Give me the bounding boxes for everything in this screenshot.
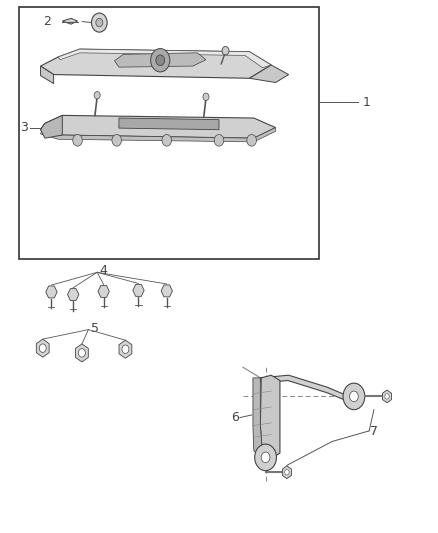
Polygon shape (41, 123, 276, 142)
Circle shape (350, 391, 358, 402)
Circle shape (156, 55, 165, 66)
Text: 3: 3 (20, 121, 28, 134)
Polygon shape (41, 49, 271, 78)
Circle shape (285, 470, 289, 475)
Circle shape (222, 46, 229, 55)
Circle shape (214, 134, 224, 146)
Polygon shape (250, 65, 289, 83)
Polygon shape (62, 18, 78, 24)
Circle shape (385, 394, 389, 399)
Polygon shape (161, 285, 173, 297)
Circle shape (122, 345, 129, 353)
Text: 6: 6 (231, 411, 239, 424)
Polygon shape (133, 285, 144, 296)
Circle shape (254, 444, 276, 471)
Text: 4: 4 (99, 264, 107, 277)
Circle shape (96, 18, 103, 27)
Polygon shape (119, 118, 219, 130)
Circle shape (39, 344, 46, 352)
Polygon shape (115, 53, 206, 67)
Circle shape (261, 452, 270, 463)
Polygon shape (253, 378, 262, 455)
Polygon shape (283, 466, 291, 479)
Polygon shape (36, 339, 49, 357)
Polygon shape (119, 340, 132, 358)
Circle shape (73, 134, 82, 146)
Circle shape (112, 134, 121, 146)
Polygon shape (58, 49, 271, 68)
Circle shape (78, 349, 85, 357)
Polygon shape (41, 66, 53, 84)
Polygon shape (260, 375, 345, 400)
Circle shape (247, 134, 256, 146)
Polygon shape (67, 289, 79, 301)
Circle shape (92, 13, 107, 32)
Text: 5: 5 (91, 321, 99, 335)
Text: 7: 7 (371, 425, 378, 439)
Polygon shape (41, 115, 276, 138)
Circle shape (343, 383, 365, 410)
Text: 2: 2 (43, 15, 51, 28)
Polygon shape (382, 390, 392, 403)
Circle shape (162, 134, 172, 146)
Polygon shape (75, 344, 88, 362)
Circle shape (151, 49, 170, 72)
Polygon shape (260, 375, 280, 458)
Polygon shape (98, 286, 110, 297)
Circle shape (94, 92, 100, 99)
Circle shape (203, 93, 209, 101)
Polygon shape (46, 286, 57, 298)
Bar (19, 7, 319, 259)
Text: 1: 1 (363, 95, 371, 109)
Polygon shape (41, 115, 62, 138)
